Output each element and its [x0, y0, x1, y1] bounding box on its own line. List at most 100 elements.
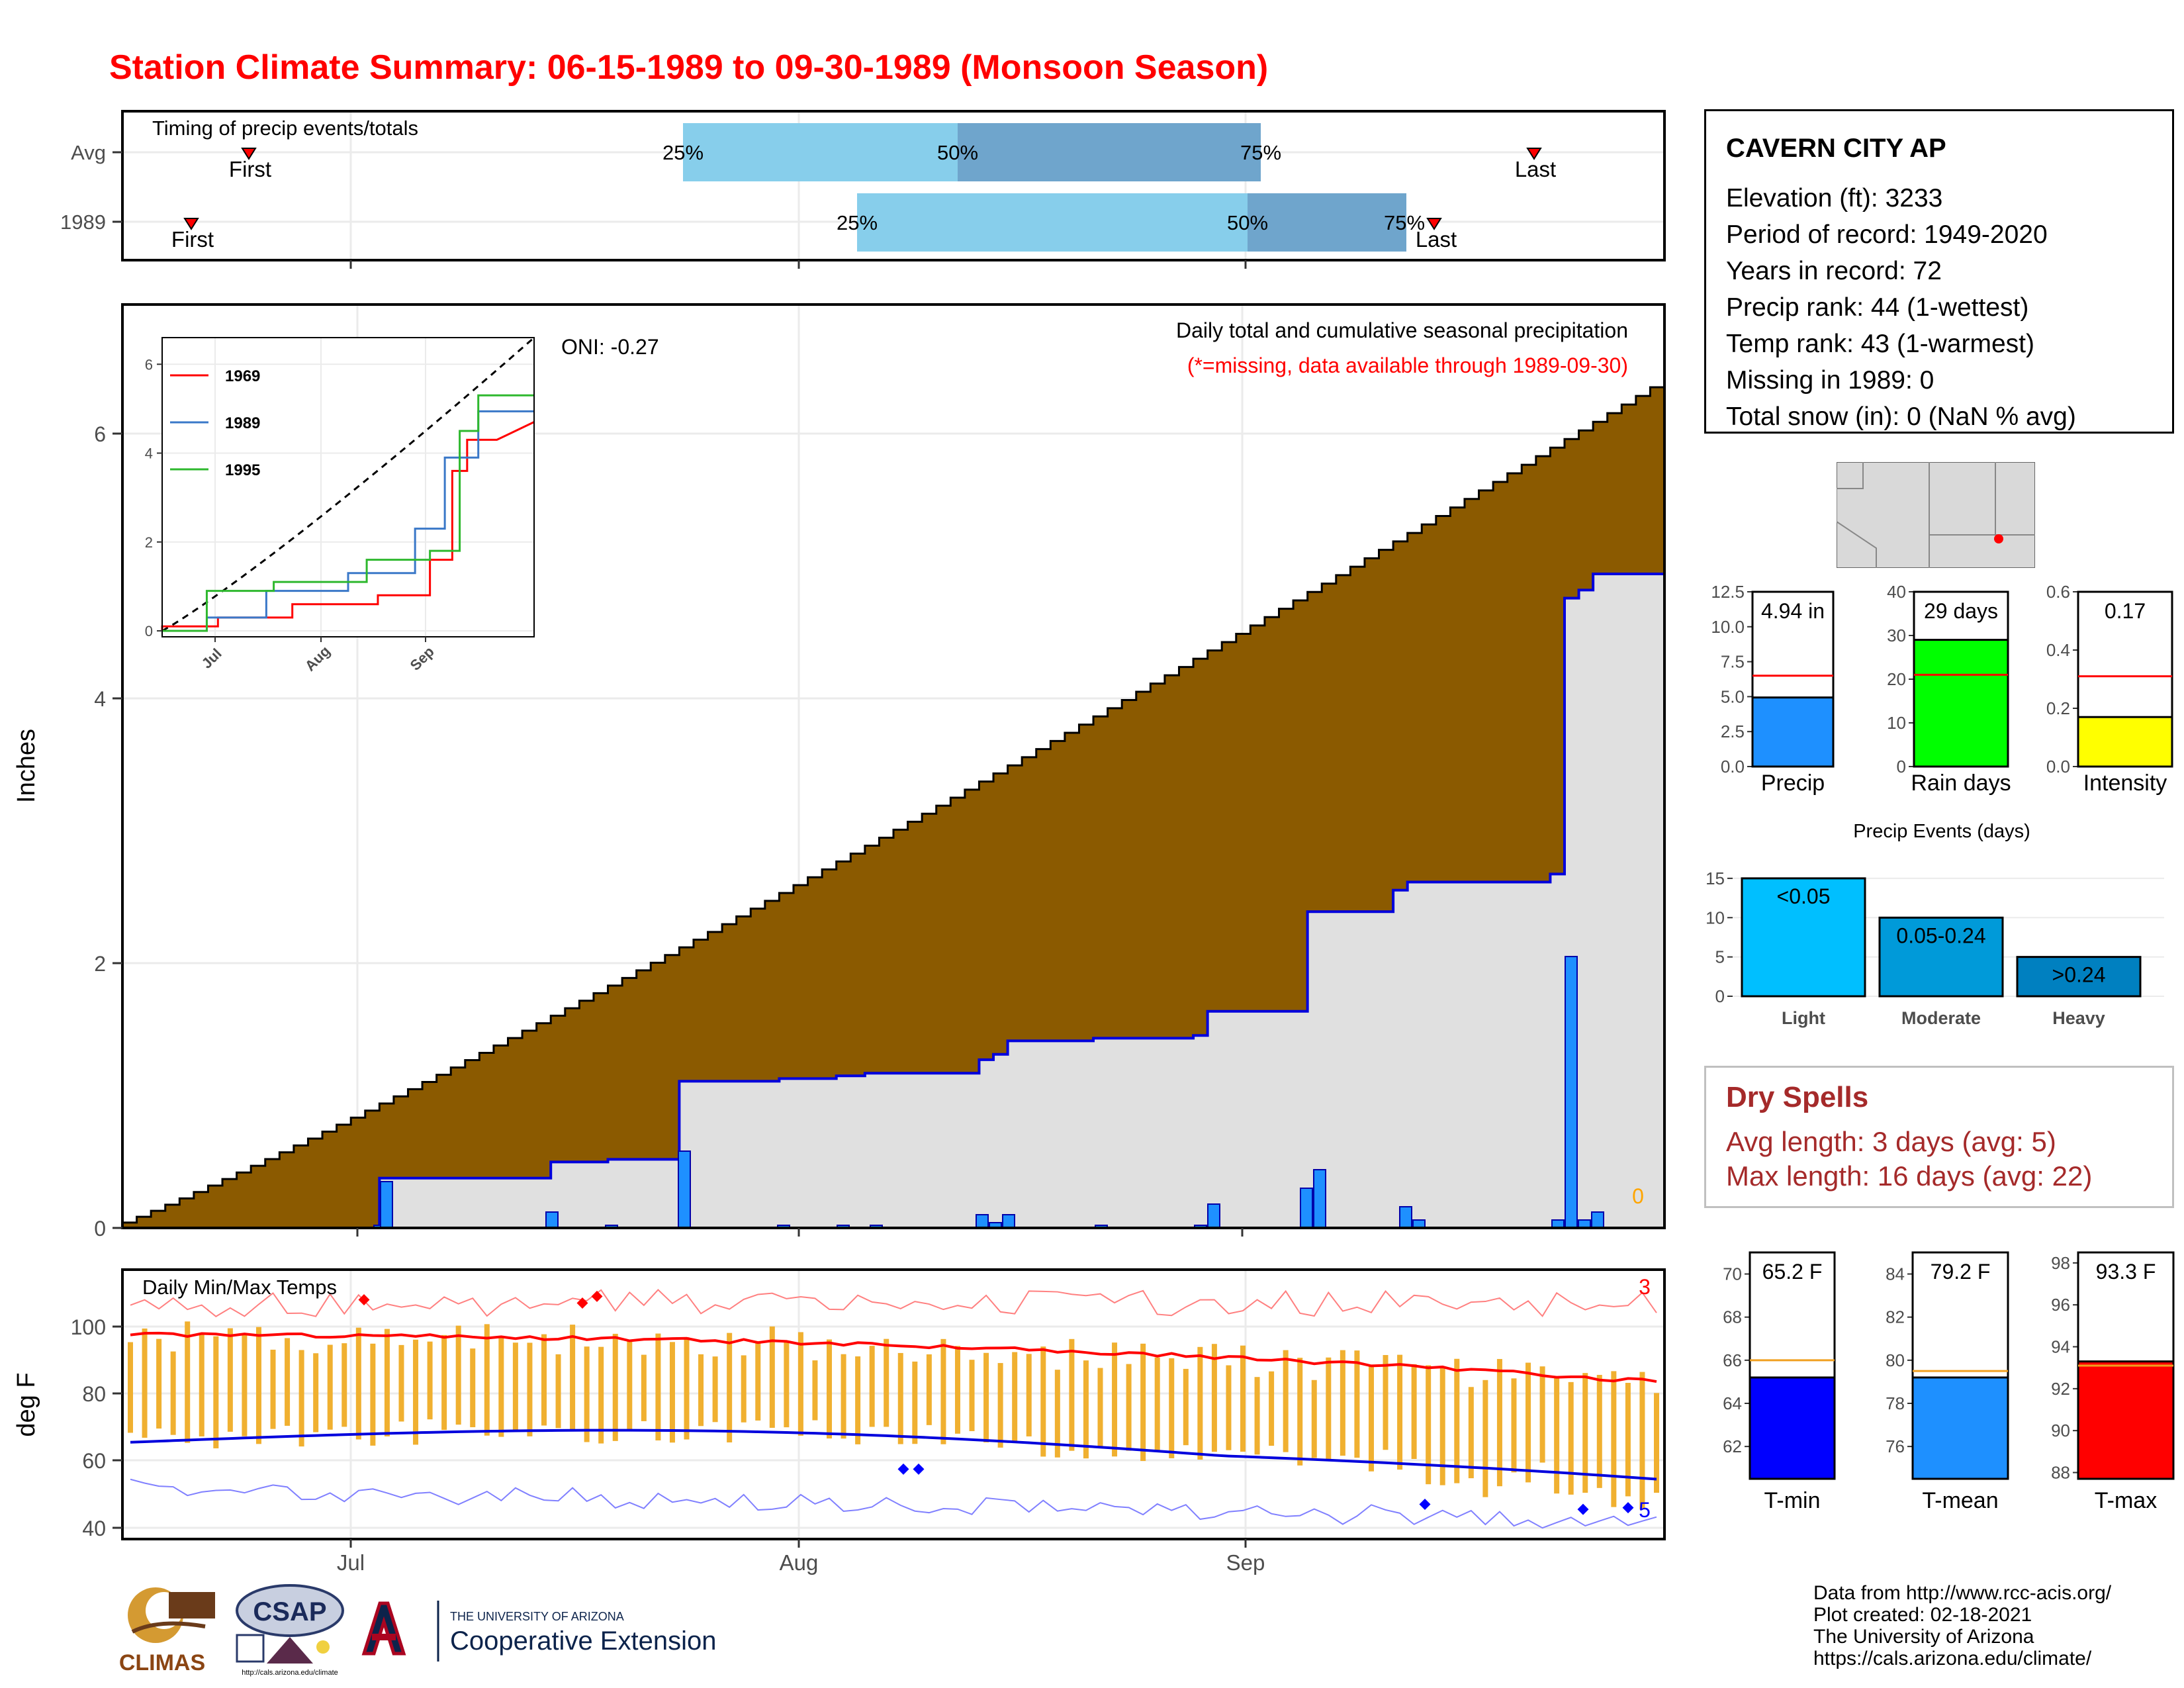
events-bar-label-2: >0.24 — [2052, 963, 2106, 987]
temp-bar-0 — [128, 1342, 133, 1433]
mini-name-label: T-max — [2095, 1488, 2157, 1513]
inset-line-1969 — [161, 421, 535, 631]
y1989-first-marker — [183, 218, 199, 230]
y1989-p50-label: 50% — [1227, 211, 1268, 234]
mini-ytick: 78 — [1886, 1393, 1905, 1413]
inset-xtick-aug: Aug — [302, 643, 334, 675]
main-ytick-6: 6 — [94, 422, 106, 446]
credit-plot-date: Plot created: 02-18-2021 — [1813, 1604, 2032, 1626]
record-low-marker-3 — [1577, 1503, 1589, 1515]
mini-ytick: 92 — [2051, 1379, 2070, 1399]
main-ytick-2: 2 — [94, 952, 106, 976]
temp-bar-24 — [470, 1348, 476, 1428]
events-bar-label-1: 0.05-0.24 — [1896, 923, 1985, 947]
record-low-count: 5 — [1639, 1498, 1651, 1522]
inset-ytick-0: 0 — [145, 623, 153, 639]
timing-row-1989: 1989 — [60, 211, 106, 234]
inset-line-1995 — [162, 394, 534, 632]
temp-bar-1 — [142, 1328, 148, 1438]
temp-bar-51 — [855, 1356, 861, 1444]
temp-ylabel: deg F — [13, 1372, 40, 1436]
temp-bar-86 — [1354, 1350, 1360, 1458]
average-max-line — [130, 1331, 1657, 1383]
station-elevation: Elevation (ft): 3233 — [1726, 184, 1943, 212]
temp-bar-6 — [213, 1336, 219, 1448]
events-category-0: Light — [1782, 1008, 1825, 1028]
station-period: Period of record: 1949-2020 — [1726, 220, 2048, 249]
temp-bar-28 — [527, 1342, 533, 1436]
dry-spells-avg: Avg length: 3 days (avg: 5) — [1726, 1126, 2056, 1157]
mini-ytick: 30 — [1887, 626, 1906, 645]
temp-bar-82 — [1297, 1358, 1303, 1466]
station-name: CAVERN CITY AP — [1726, 134, 1946, 163]
temp-bar-84 — [1326, 1357, 1332, 1460]
record-low-marker-4 — [1622, 1502, 1634, 1514]
temp-bar-4 — [185, 1321, 191, 1443]
temp-bar-3 — [170, 1351, 176, 1435]
temp-gridlines — [122, 1270, 1664, 1539]
y1989-first-label: First — [171, 227, 214, 252]
temp-bar-64 — [1040, 1346, 1046, 1457]
mini-ytick: 10 — [1887, 713, 1906, 733]
mini-ytick: 10.0 — [1711, 617, 1745, 637]
temp-bar-39 — [684, 1337, 690, 1440]
events-bar-label-0: <0.05 — [1777, 884, 1831, 908]
temp-bar-37 — [655, 1333, 661, 1441]
mini-chart-t-min: 62 64 66 68 70 65.2 F T-min — [1723, 1251, 1836, 1513]
credit-url: https://cals.arizona.edu/climate/ — [1813, 1648, 2092, 1669]
temp-bar-87 — [1368, 1364, 1374, 1472]
location-map — [1837, 462, 2035, 568]
temp-panel-label: Daily Min/Max Temps — [142, 1276, 337, 1299]
y1989-last-marker — [1426, 218, 1442, 230]
temp-bar-16 — [355, 1327, 361, 1440]
inset-xtick-jul: Jul — [199, 645, 225, 672]
xtick-sep: Sep — [1226, 1550, 1265, 1575]
temp-bar-66 — [1069, 1338, 1075, 1451]
mini-ytick: 64 — [1723, 1393, 1742, 1413]
station-location-dot — [1994, 534, 2003, 543]
temp-bar-103 — [1596, 1374, 1602, 1488]
mini-name-label: Intensity — [2083, 771, 2167, 796]
timing-avg-bar-early — [683, 123, 958, 181]
y1989-p25-label: 25% — [837, 211, 878, 234]
temp-bar-93 — [1454, 1358, 1460, 1483]
inset-ytick-2: 2 — [145, 534, 153, 551]
main-ylabel: Inches — [13, 729, 40, 803]
mini-ytick: 0.0 — [1721, 757, 1745, 776]
mini-frame — [1749, 1251, 1836, 1480]
temp-bar-58 — [954, 1346, 960, 1434]
temp-bar-42 — [727, 1333, 733, 1443]
ua-logo: THE UNIVERSITY OF ARIZONA Cooperative Ex… — [360, 1601, 716, 1662]
temp-bar-88 — [1383, 1354, 1388, 1450]
avg-p50-label: 50% — [937, 141, 978, 164]
legend-1989: 1989 — [225, 414, 260, 432]
inset-line-1989 — [162, 410, 534, 632]
temp-bar-98 — [1525, 1362, 1531, 1483]
main-ytick-0: 0 — [94, 1217, 106, 1241]
temp-bar-72 — [1154, 1357, 1160, 1452]
mini-value-label: 79.2 F — [1931, 1260, 1991, 1284]
daily-precip-bar-16 — [1399, 1206, 1412, 1229]
temp-bar-50 — [841, 1354, 846, 1439]
temp-bar-83 — [1311, 1380, 1317, 1458]
mini-chart-precip: 0.0 2.5 5.0 7.5 10.0 12.5 4.94 in Precip — [1711, 583, 1835, 796]
mini-chart-rain-days: 0 10 20 30 40 29 days Rain days — [1887, 583, 2011, 796]
temp-bar-89 — [1397, 1354, 1403, 1470]
temp-bar-32 — [584, 1346, 590, 1442]
station-snow: Total snow (in): 0 (NaN % avg) — [1726, 402, 2076, 431]
temp-ytick-80: 80 — [82, 1382, 106, 1406]
timing-panel: Timing of precip events/totals Avg 1989 … — [60, 110, 1666, 269]
temp-bar-26 — [498, 1336, 504, 1437]
credits-block: Data from http://www.rcc-acis.org/ Plot … — [1813, 1582, 2111, 1669]
events-ytick: 10 — [1706, 908, 1725, 927]
y1989-p75-label: 75% — [1384, 211, 1425, 234]
mini-name-label: Precip — [1761, 771, 1825, 796]
daily-precip-bar-8 — [976, 1214, 989, 1229]
temp-bar-78 — [1240, 1345, 1246, 1452]
oni-label: ONI: -0.27 — [561, 335, 659, 359]
temp-bar-80 — [1269, 1371, 1275, 1446]
cumulative-observed-area — [122, 573, 1666, 1229]
inset-xtick-sep: Sep — [407, 643, 437, 674]
station-precip-rank: Precip rank: 44 (1-wettest) — [1726, 293, 2029, 322]
temp-bar-77 — [1226, 1365, 1232, 1450]
